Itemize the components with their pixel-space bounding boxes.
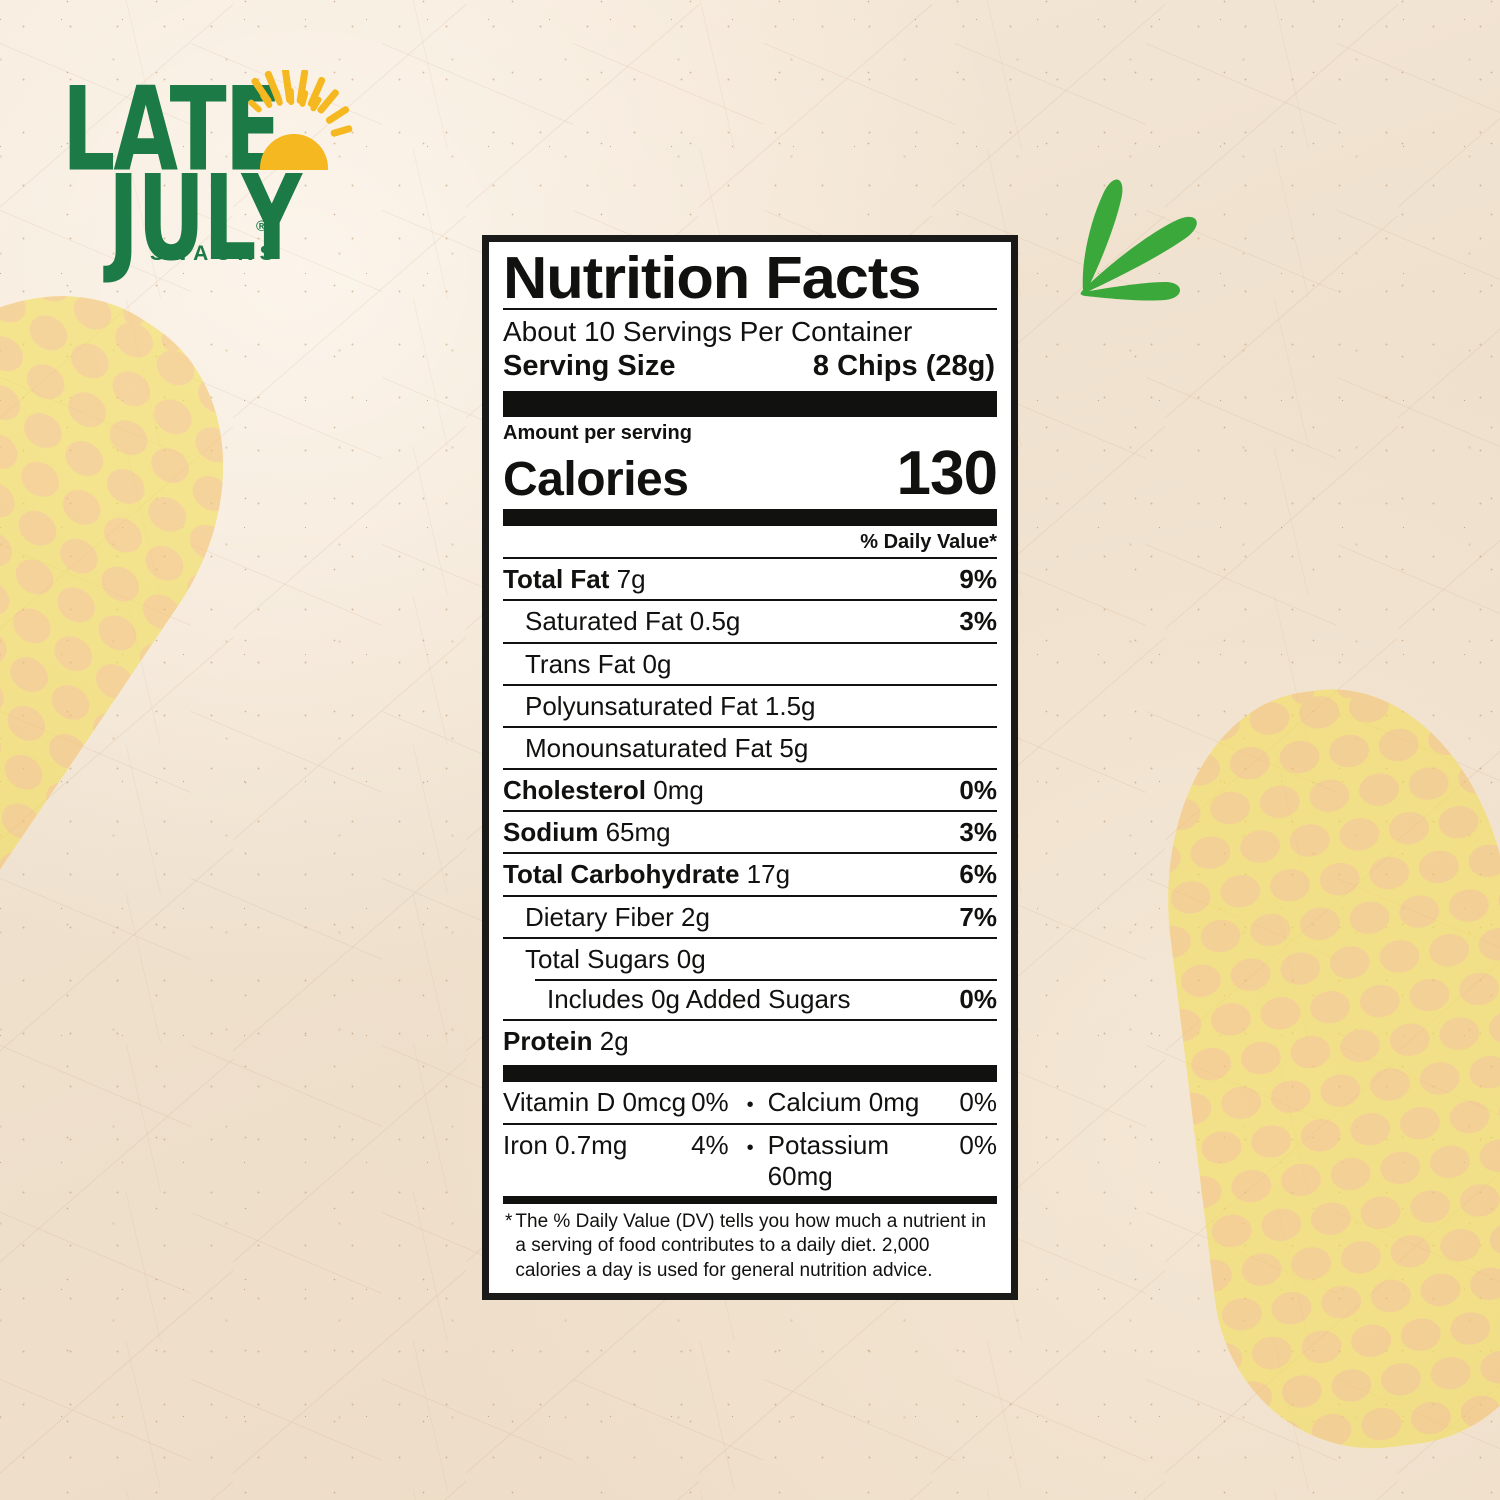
divider-title <box>503 307 997 310</box>
nutrient-row: Includes 0g Added Sugars 0% <box>503 979 997 1019</box>
nutrient-row: Total Carbohydrate 17g 6% <box>503 852 997 894</box>
nutrition-facts-title: Nutrition Facts <box>503 245 921 311</box>
nutrient-row: Trans Fat 0g <box>503 641 997 684</box>
micronutrient-name: Iron 0.7mg <box>503 1129 628 1160</box>
nutrient-daily-value: 3% <box>959 606 997 637</box>
micronutrient-daily-value: 0% <box>959 1129 997 1160</box>
nutrient-name: Polyunsaturated Fat 1.5g <box>525 690 816 721</box>
nutrient-daily-value: 6% <box>959 859 997 890</box>
calories-row: Calories 130 <box>503 438 998 508</box>
leaf-sprout-icon <box>1080 179 1197 301</box>
nutrient-daily-value: 0% <box>959 984 997 1014</box>
nutrient-row: Saturated Fat 0.5g 3% <box>503 599 997 641</box>
nutrient-row: Cholesterol 0mg 0% <box>503 768 997 810</box>
daily-value-footnote: * The % Daily Value (DV) tells you how m… <box>503 1204 997 1283</box>
calories-value: 130 <box>896 438 998 508</box>
micronutrient-name: Potassium 60mg <box>767 1129 890 1191</box>
nutrient-name: Trans Fat 0g <box>525 648 672 679</box>
nutrient-name: Saturated Fat 0.5g <box>525 606 741 637</box>
nutrient-name: Monounsaturated Fat 5g <box>525 732 809 763</box>
sunburst-icon <box>248 70 353 170</box>
divider-micronutrients-bottom <box>503 1195 997 1204</box>
bullet-separator-icon: • <box>746 1136 754 1159</box>
nutrient-name: Total Carbohydrate 17g <box>503 859 791 890</box>
brand-tagline: SNACKS <box>150 242 281 265</box>
serving-size-row: Serving Size 8 Chips (28g) <box>503 349 997 386</box>
micronutrient-rows-container: Vitamin D 0mcg 0% • Calcium 0mg 0% Iron 0.7mg… <box>503 1082 997 1196</box>
nutrient-name: Total Fat 7g <box>503 564 646 595</box>
footnote-text: The % Daily Value (DV) tells you how muc… <box>515 1210 987 1281</box>
nutrient-daily-value: 3% <box>959 817 997 848</box>
nutrient-daily-value: 9% <box>959 564 997 595</box>
bullet-separator-icon: • <box>746 1094 754 1117</box>
calories-label: Calories <box>503 453 689 507</box>
nutrient-row: Polyunsaturated Fat 1.5g <box>503 683 997 726</box>
nutrient-row: Sodium 65mg 3% <box>503 810 997 852</box>
servings-per-container: About 10 Servings Per Container <box>503 315 913 347</box>
registered-trademark-mark: ® <box>256 218 268 235</box>
nutrient-row: Total Sugars 0g <box>503 936 997 979</box>
micronutrient-daily-value: 4% <box>691 1129 729 1160</box>
nutrition-facts-panel: Nutrition Facts About 10 Servings Per Co… <box>482 235 1018 1300</box>
nutrient-name: Dietary Fiber 2g <box>525 901 710 932</box>
divider-thick-protein <box>503 1065 997 1083</box>
micronutrient-name: Calcium 0mg <box>767 1087 920 1118</box>
serving-size-value: 8 Chips (28g) <box>812 349 995 382</box>
amount-per-serving-label: Amount per serving <box>503 421 692 444</box>
nutrient-row: Total Fat 7g 9% <box>503 557 997 599</box>
nutrient-daily-value: 7% <box>959 901 997 932</box>
nutrient-row: Monounsaturated Fat 5g <box>503 725 997 768</box>
micronutrient-name: Vitamin D 0mcg <box>503 1087 687 1118</box>
nutrient-row: Protein 2g <box>503 1019 997 1061</box>
footnote-star: * <box>505 1210 513 1232</box>
nutrient-rows-container: Total Fat 7g 9% Saturated Fat 0.5g 3% Trans … <box>503 557 997 1061</box>
brand-name-line2: JULY <box>108 149 302 288</box>
nutrient-name: Sodium 65mg <box>503 817 671 848</box>
nutrient-row: Dietary Fiber 2g 7% <box>503 894 997 937</box>
nutrient-daily-value: 0% <box>959 775 997 806</box>
nutrient-name: Cholesterol 0mg <box>503 775 704 806</box>
divider-thick-calories <box>503 509 997 527</box>
brand-name-line1: LATE <box>62 61 282 198</box>
daily-value-header: % Daily Value* <box>860 531 997 554</box>
micronutrient-row: Iron 0.7mg 4% • Potassium 60mg 0% <box>503 1122 997 1196</box>
nutrient-name: Includes 0g Added Sugars <box>547 984 851 1014</box>
serving-size-label: Serving Size <box>503 349 676 382</box>
micronutrient-daily-value: 0% <box>959 1087 997 1118</box>
divider-thick-top <box>503 390 997 417</box>
micronutrient-daily-value: 0% <box>691 1087 729 1118</box>
nutrient-name: Protein 2g <box>503 1026 629 1057</box>
brand-logo: LATE JULY ® SNACKS <box>58 62 358 277</box>
micronutrient-row: Vitamin D 0mcg 0% • Calcium 0mg 0% <box>503 1082 997 1122</box>
nutrient-name: Total Sugars 0g <box>525 943 706 974</box>
